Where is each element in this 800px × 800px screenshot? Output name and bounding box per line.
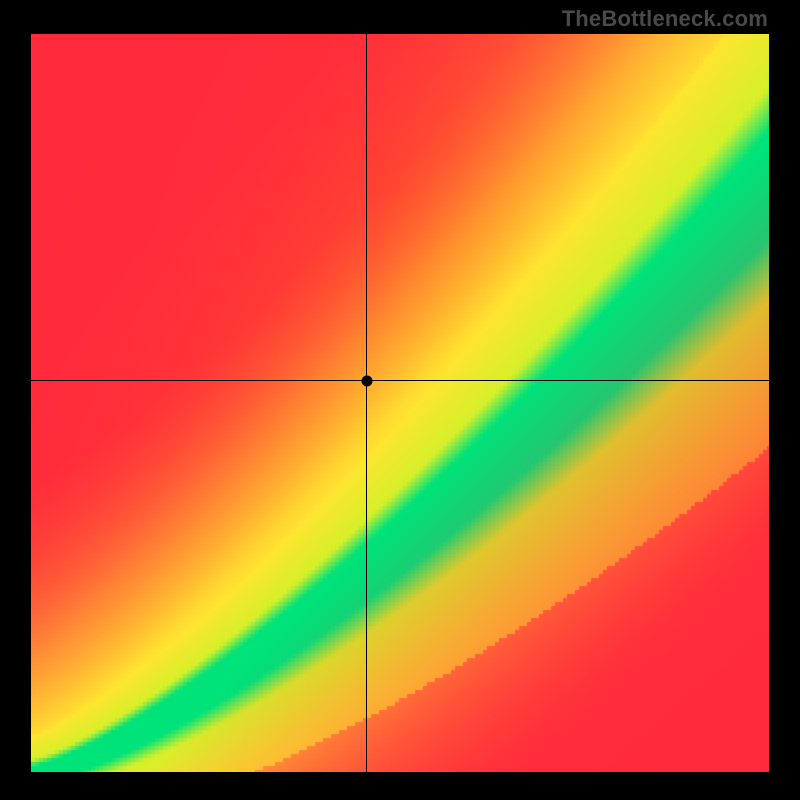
attribution-text: TheBottleneck.com xyxy=(562,6,768,32)
crosshair-vertical xyxy=(366,34,367,772)
chart-container: TheBottleneck.com xyxy=(0,0,800,800)
crosshair-horizontal xyxy=(31,380,769,381)
heatmap-canvas xyxy=(31,34,769,772)
data-point-marker xyxy=(361,375,372,386)
